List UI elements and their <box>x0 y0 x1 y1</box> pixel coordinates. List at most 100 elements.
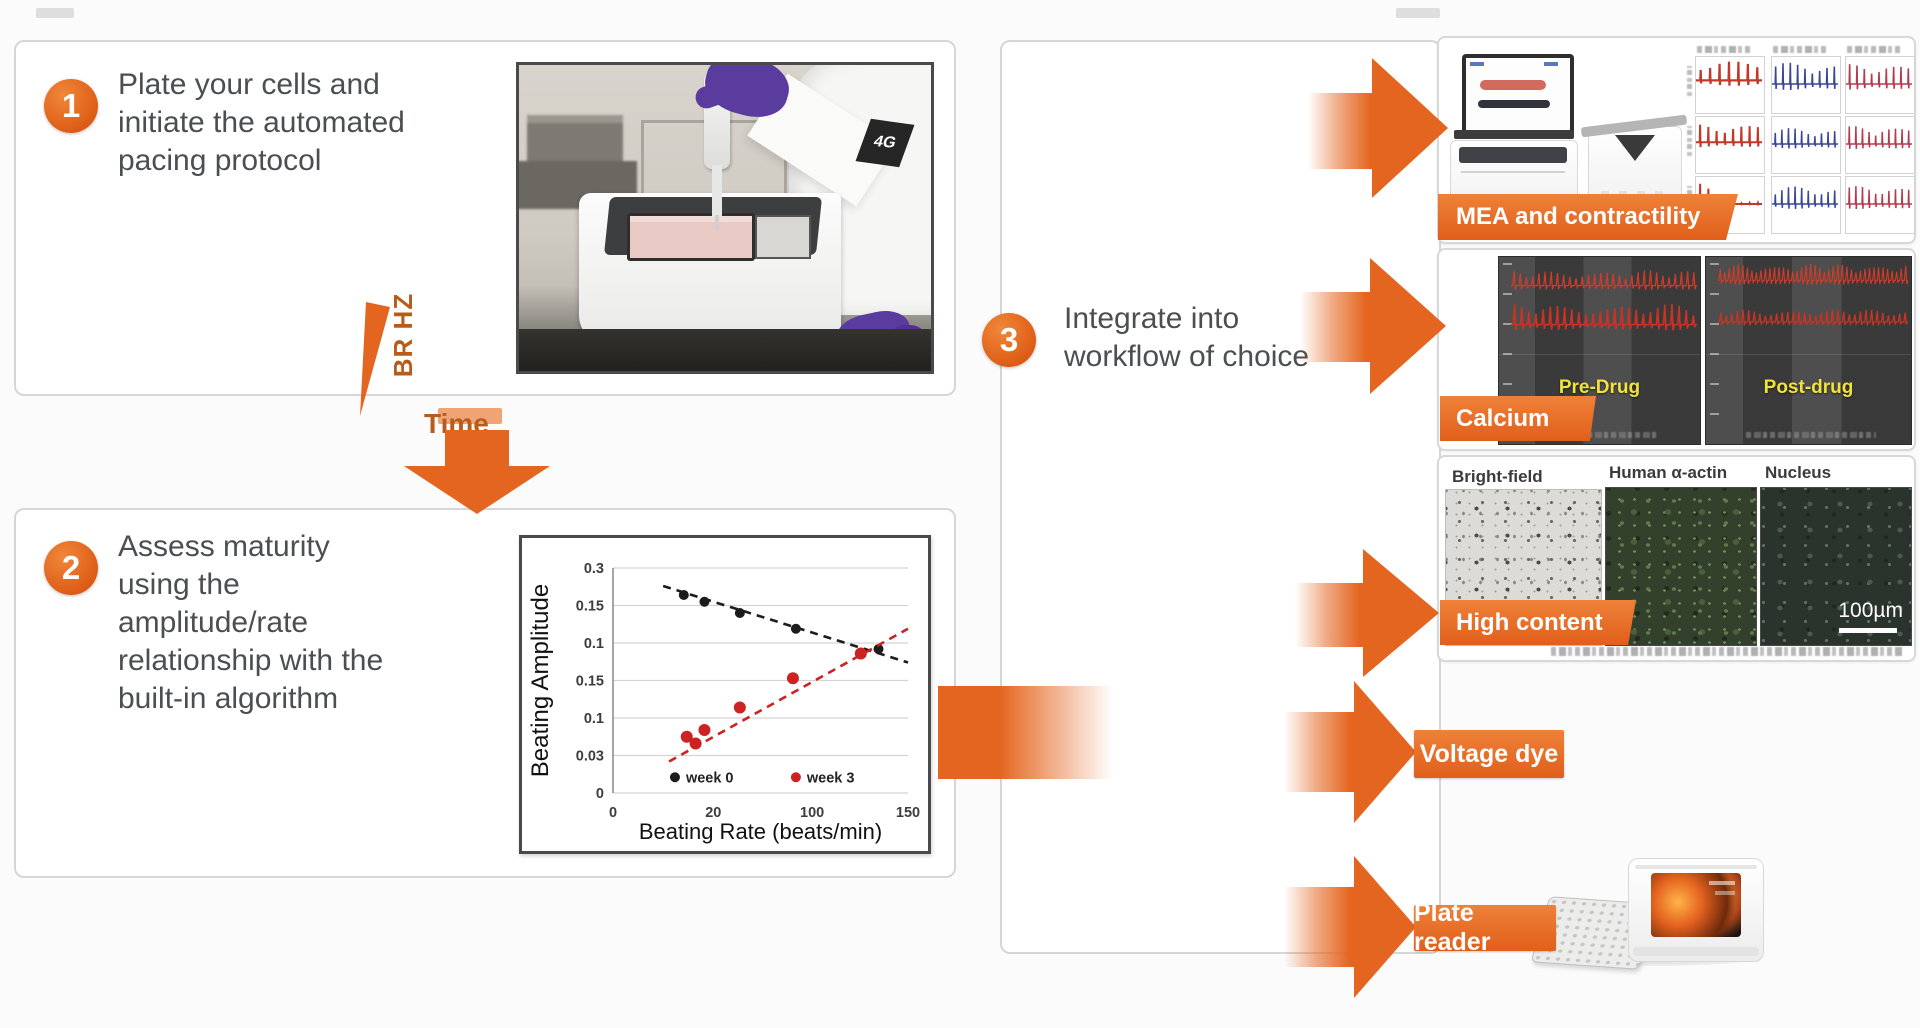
scatter-plot: 0.3 0.15 0.1 0.15 0.1 0.03 00 20 100 150 week 0 wee… <box>527 561 920 844</box>
plate-reader-label: Plate reader <box>1414 899 1556 956</box>
down-arrow-icon <box>404 430 550 514</box>
voltage-dye-arrow-tail <box>1284 712 1356 792</box>
mea-waveform-column-header <box>1847 46 1903 53</box>
plate-reader-arrow-tail <box>1284 887 1356 967</box>
photo-second-plate <box>755 215 811 259</box>
svg-text:0.03: 0.03 <box>576 749 604 765</box>
svg-text:Beating Rate (beats/min): Beating Rate (beats/min) <box>639 819 882 844</box>
laptop-screen-logo <box>1470 62 1484 66</box>
voltage-dye-arrow-icon <box>1354 681 1416 823</box>
svg-text:0: 0 <box>609 805 617 821</box>
mea-trace-cell <box>1771 116 1841 174</box>
mea-trace-cell <box>1771 176 1841 234</box>
screen-readout-bar <box>1709 881 1735 885</box>
plate-reader-screen <box>1651 873 1741 937</box>
voltage-dye-label-text: Voltage dye <box>1419 739 1559 768</box>
laptop-screen-dark-trace <box>1478 100 1550 108</box>
calcium-arrow-icon <box>1370 258 1446 394</box>
amplitude-rate-chart: 0.3 0.15 0.1 0.15 0.1 0.03 0 0 20 100 150 week 0 wee… <box>519 535 931 854</box>
calcium-panel-axis <box>1746 432 1876 438</box>
photo-bench <box>519 329 931 371</box>
top-dash-right <box>1396 8 1440 18</box>
plate-reader-device <box>1530 852 1770 982</box>
plate-reader-label-text: Plate reader <box>1414 899 1491 956</box>
mea-row-label <box>1687 126 1692 156</box>
plate-reader-body <box>1628 858 1764 962</box>
step2-to-step3-connector <box>938 686 1113 779</box>
top-dash-left <box>36 8 74 18</box>
mea-waveform-column-header <box>1697 46 1753 53</box>
scale-bar <box>1839 628 1897 633</box>
svg-text:0.15: 0.15 <box>576 674 604 690</box>
mea-instrument-deck <box>1459 147 1567 163</box>
bright-field-label: Bright-field <box>1452 467 1543 486</box>
step3-number: 3 <box>999 321 1019 358</box>
laptop-screen-red-trace <box>1480 80 1546 90</box>
step1-number: 1 <box>61 87 81 124</box>
svg-text:0.1: 0.1 <box>584 711 604 727</box>
svg-text:100: 100 <box>800 805 824 821</box>
contractility-instrument-head <box>1615 135 1655 161</box>
calcium-label-text: Calcium <box>1456 404 1550 432</box>
mea-arrow-tail <box>1308 93 1376 169</box>
mea-laptop-base <box>1454 130 1574 139</box>
alpha-actin-label: Human α-actin <box>1609 463 1728 482</box>
high-content-caption-illegible <box>1551 647 1903 656</box>
high-content-label-text: High content <box>1456 608 1603 636</box>
nucleus-label: Nucleus <box>1765 463 1832 482</box>
high-content-arrow-tail <box>1295 583 1365 647</box>
step2-number: 2 <box>61 549 81 586</box>
mea-trace-cell <box>1845 176 1915 234</box>
high-content-result-box: Bright-field Human α-actin Nucleus 100µm <box>1437 455 1916 662</box>
mea-label: MEA and contractility <box>1438 194 1738 240</box>
svg-text:Beating Amplitude: Beating Amplitude <box>527 584 554 777</box>
alpha-actin-image <box>1605 487 1757 646</box>
photo-pipette-shaft <box>712 165 722 217</box>
mea-waveform-column-header <box>1773 46 1829 53</box>
voltage-dye-label: Voltage dye <box>1414 730 1564 778</box>
calcium-post-drug-panel: Post-drug <box>1705 256 1912 445</box>
down-arrow-fade-dash <box>438 408 502 424</box>
mea-trace-cell <box>1695 116 1765 174</box>
scale-bar-text: 100µm <box>1838 599 1903 622</box>
svg-text:0.1: 0.1 <box>584 636 604 652</box>
svg-text:0.15: 0.15 <box>576 599 604 615</box>
svg-text:0.3: 0.3 <box>584 561 604 577</box>
mea-row-label <box>1687 66 1692 96</box>
high-content-label: High content <box>1440 600 1636 645</box>
mea-laptop-screen <box>1462 54 1574 138</box>
pre-drug-caption: Pre-Drug <box>1558 377 1641 398</box>
step1-photo: 4G <box>516 62 934 374</box>
plate-reader-lid-line <box>1635 865 1757 869</box>
calcium-panel-axis <box>1539 432 1659 438</box>
svg-text:week 0: week 0 <box>685 770 734 786</box>
pacing-ramp-wedge <box>360 302 390 416</box>
step3-number-badge: 3 <box>982 313 1036 367</box>
screen-readout-bar <box>1715 891 1735 895</box>
high-content-arrow-icon <box>1363 549 1439 677</box>
svg-text:150: 150 <box>896 805 920 821</box>
svg-text:0: 0 <box>596 786 604 802</box>
svg-text:week 3: week 3 <box>806 770 855 786</box>
contractility-instrument-arm <box>1580 114 1688 138</box>
mea-trace-cell <box>1695 56 1765 114</box>
nucleus-image: 100µm <box>1760 487 1912 646</box>
step1-text: Plate your cells and initiate the automa… <box>118 68 405 177</box>
laptop-screen-menu <box>1544 62 1558 66</box>
plate-reader-base <box>1633 947 1759 956</box>
mea-instrument-slot <box>1461 171 1565 173</box>
mea-trace-cell <box>1845 116 1915 174</box>
calcium-arrow-tail <box>1300 292 1372 362</box>
step3-text: Integrate into workflow of choice <box>1064 302 1310 373</box>
post-drug-caption: Post-drug <box>1763 377 1854 398</box>
plate-reader-arrow-icon <box>1354 856 1416 998</box>
svg-text:20: 20 <box>705 805 721 821</box>
mea-label-text: MEA and contractility <box>1456 203 1701 230</box>
photo-badge-text: 4G <box>871 133 899 152</box>
step1-number-badge: 1 <box>44 79 98 133</box>
mea-trace-cell <box>1771 56 1841 114</box>
step2-number-badge: 2 <box>44 541 98 595</box>
mea-trace-cell <box>1845 56 1915 114</box>
calcium-label: Calcium <box>1440 396 1596 441</box>
